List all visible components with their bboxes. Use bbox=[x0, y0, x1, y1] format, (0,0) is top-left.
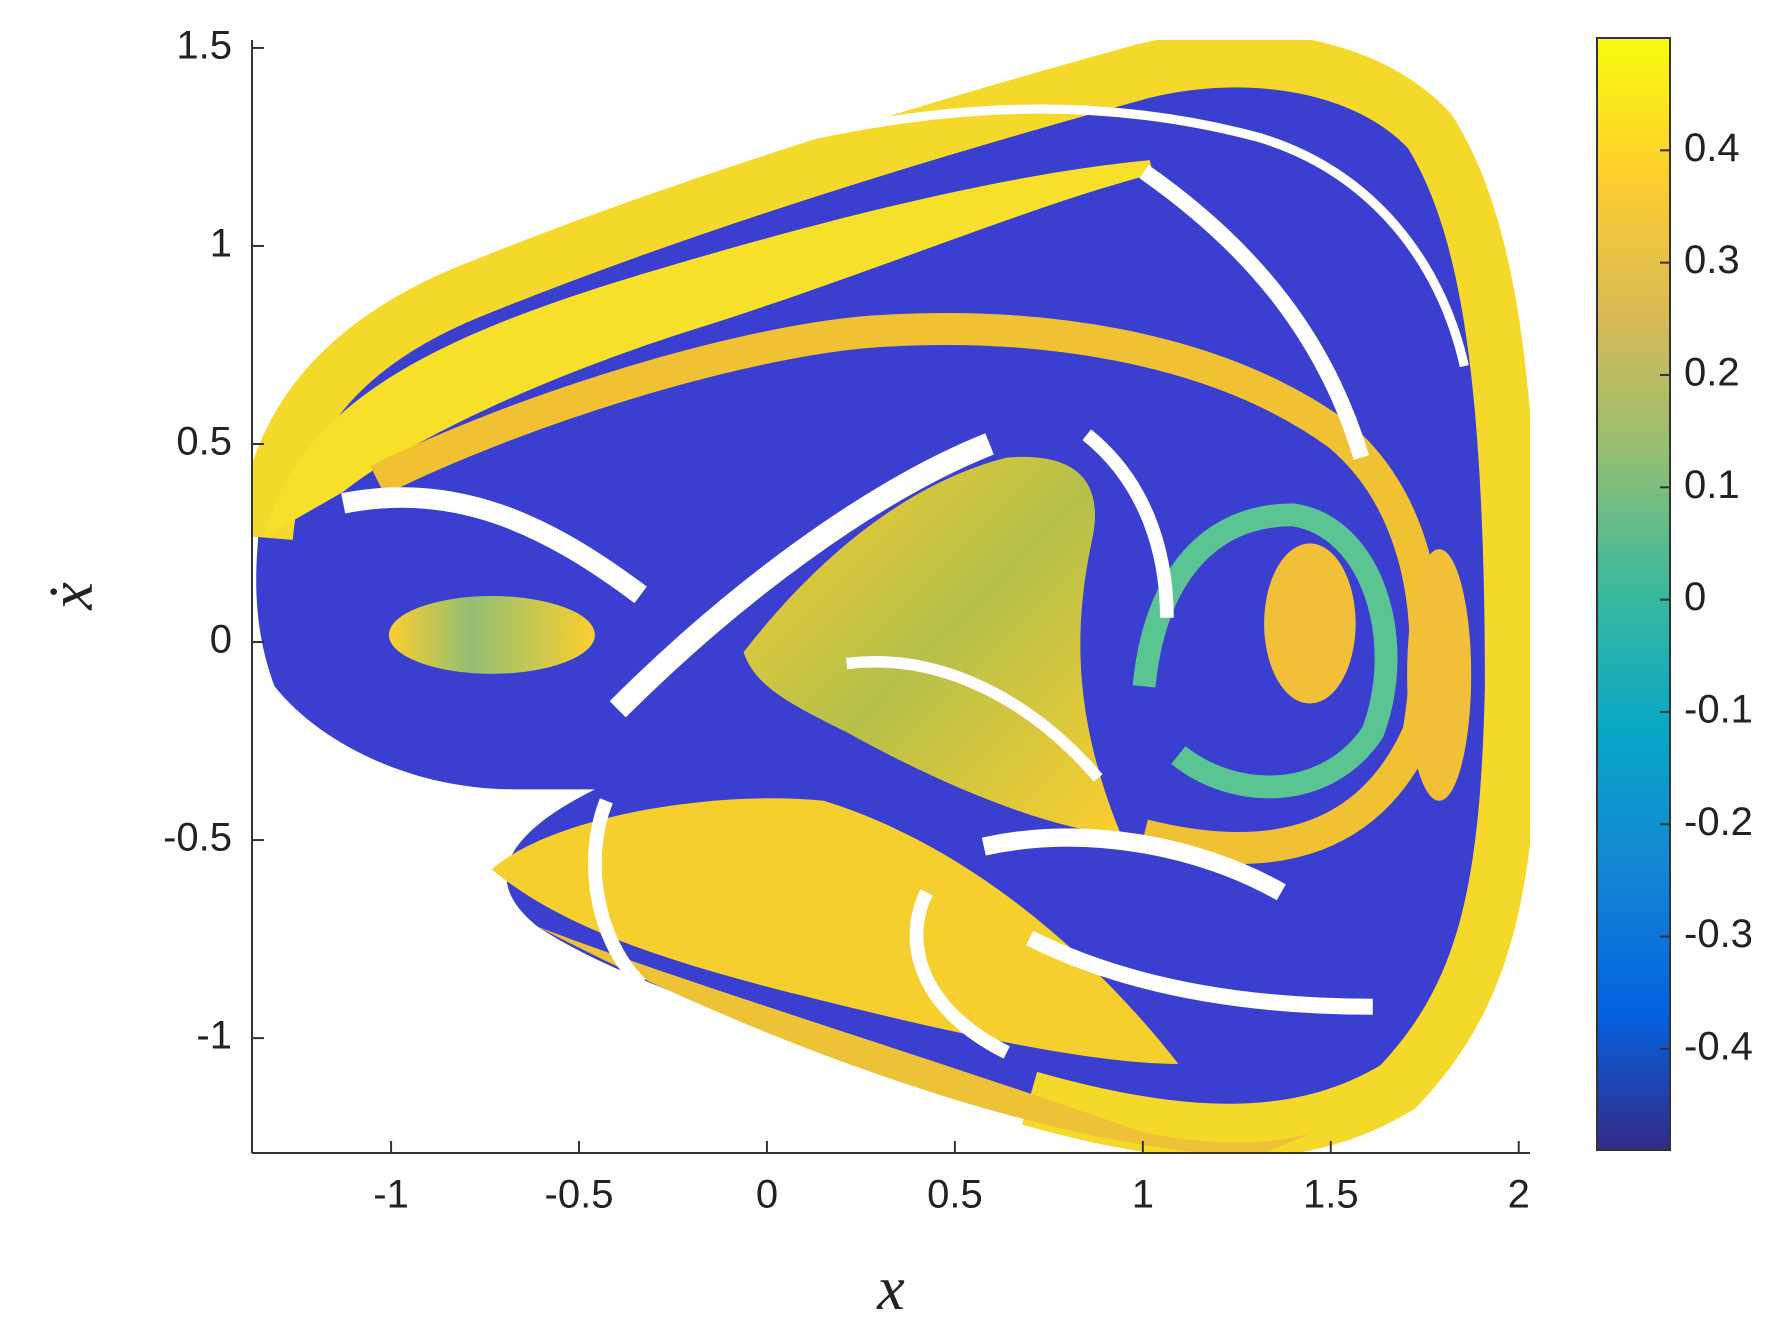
x-tick-label: 1 bbox=[1132, 1173, 1154, 1217]
x-tick-label: -0.5 bbox=[545, 1173, 614, 1217]
colorbar-tick-label: -0.1 bbox=[1684, 688, 1753, 732]
y-tick-label: 0 bbox=[210, 618, 232, 662]
x-axis-label: x bbox=[876, 1255, 905, 1323]
y-axis-label: ẋ bbox=[38, 582, 106, 611]
colorbar bbox=[1596, 37, 1671, 1151]
x-tick-label: 0.5 bbox=[927, 1173, 983, 1217]
colorbar-tick-label: 0.2 bbox=[1684, 351, 1740, 395]
colorbar-tick-label: -0.2 bbox=[1684, 800, 1753, 844]
x-tick-label: -1 bbox=[373, 1173, 409, 1217]
x-tick-label: 1.5 bbox=[1303, 1173, 1359, 1217]
y-tick-label: 1.5 bbox=[176, 23, 232, 67]
colorbar-tick-label: 0.1 bbox=[1684, 463, 1740, 507]
x-tick-label: 0 bbox=[756, 1173, 778, 1217]
y-tick-label: 0.5 bbox=[176, 420, 232, 464]
colorbar-tick-label: 0.4 bbox=[1684, 126, 1740, 170]
colorbar-tick-label: -0.4 bbox=[1684, 1024, 1753, 1068]
x-tick-label: 2 bbox=[1508, 1173, 1530, 1217]
colorbar-tick-label: -0.3 bbox=[1684, 912, 1753, 956]
field bbox=[252, 40, 1530, 1153]
colorbar-tick-label: 0.3 bbox=[1684, 238, 1740, 282]
y-tick-label: 1 bbox=[210, 222, 232, 266]
y-tick-label: -0.5 bbox=[163, 816, 232, 860]
colorbar-tick-label: 0 bbox=[1684, 575, 1706, 619]
y-tick-label: -1 bbox=[196, 1014, 232, 1058]
